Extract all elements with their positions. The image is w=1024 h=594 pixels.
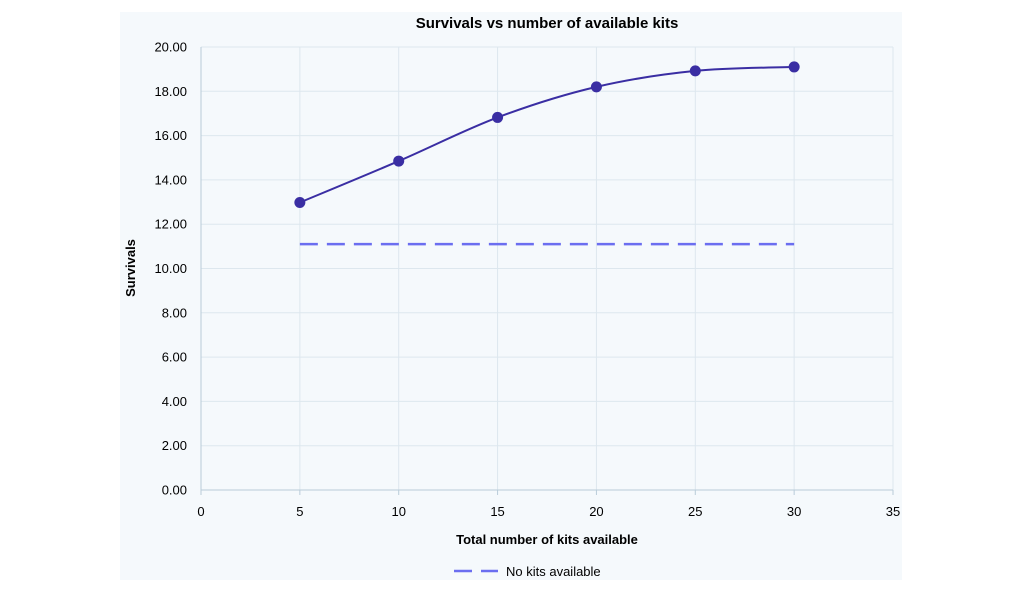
y-axis-label: Survivals [123, 239, 138, 297]
y-tick-label: 4.00 [162, 394, 187, 409]
y-tick-label: 18.00 [154, 84, 187, 99]
x-tick-label: 30 [787, 504, 801, 519]
y-tick-label: 8.00 [162, 305, 187, 320]
y-tick-label: 12.00 [154, 217, 187, 232]
x-tick-label: 35 [886, 504, 900, 519]
tick-layer: 0.00 2.00 4.00 6.00 8.00 10.00 12.00 14.00 16.00… [154, 40, 900, 520]
data-point [590, 81, 602, 93]
chart-area [120, 12, 902, 580]
legend-label: No kits available [506, 564, 601, 579]
y-tick-label: 10.00 [154, 261, 187, 276]
data-point [689, 65, 701, 77]
y-tick-label: 0.00 [162, 483, 187, 498]
y-tick-label: 2.00 [162, 438, 187, 453]
x-tick-label: 0 [197, 504, 204, 519]
y-tick-label: 20.00 [154, 40, 187, 55]
x-tick-label: 15 [490, 504, 504, 519]
series-layer [294, 61, 800, 246]
grid-layer [201, 46, 894, 490]
data-point [294, 196, 306, 208]
legend: No kits available [454, 564, 601, 579]
data-point [492, 111, 504, 123]
x-axis-label: Total number of kits available [456, 532, 638, 547]
data-point [788, 61, 800, 73]
y-tick-label: 16.00 [154, 128, 187, 143]
x-tick-label: 25 [688, 504, 702, 519]
x-tick-label: 5 [296, 504, 303, 519]
chart-title: Survivals vs number of available kits [416, 15, 679, 32]
y-tick-label: 6.00 [162, 350, 187, 365]
data-point [393, 155, 405, 167]
x-tick-label: 20 [589, 504, 603, 519]
series-line-survivals [299, 65, 795, 204]
axis-layer [200, 47, 894, 495]
x-tick-label: 10 [391, 504, 405, 519]
y-tick-label: 14.00 [154, 172, 187, 187]
